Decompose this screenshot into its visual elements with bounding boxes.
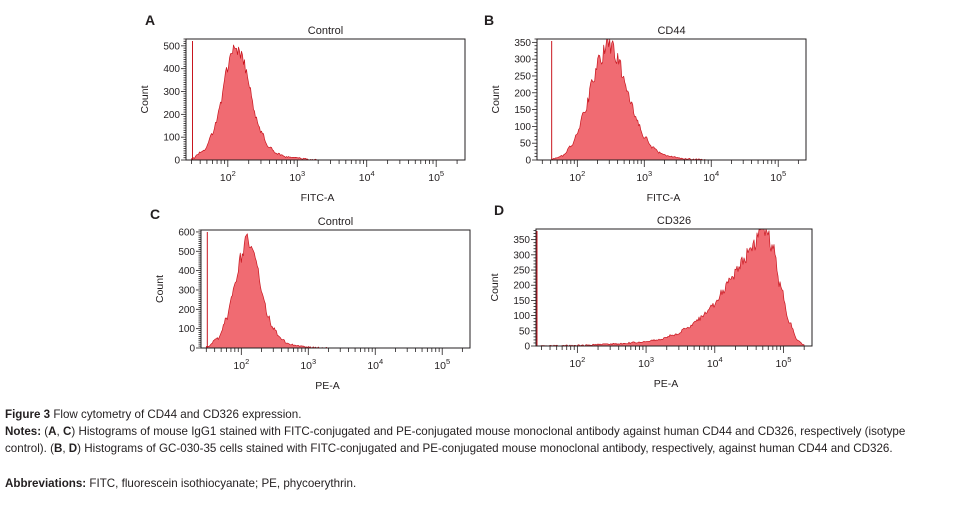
chart-title: CD44 bbox=[657, 25, 685, 37]
histogram-area bbox=[191, 44, 319, 161]
panel-letter: D bbox=[494, 202, 504, 218]
figure-title-text: Flow cytometry of CD44 and CD326 express… bbox=[50, 408, 302, 421]
y-axis-label: Count bbox=[490, 85, 502, 113]
y-axis-label: Count bbox=[139, 85, 151, 113]
y-tick-label: 300 bbox=[514, 55, 531, 66]
x-tick-label: 103 bbox=[638, 355, 654, 370]
y-tick-label: 100 bbox=[513, 311, 530, 322]
y-tick-label: 100 bbox=[163, 133, 180, 144]
x-tick-label: 105 bbox=[434, 357, 450, 372]
x-tick-label: 103 bbox=[636, 169, 652, 184]
y-tick-label: 350 bbox=[513, 235, 530, 246]
y-axis-label: Count bbox=[154, 275, 166, 303]
x-axis-label: PE-A bbox=[654, 378, 679, 390]
x-tick-label: 104 bbox=[359, 169, 375, 184]
chart-title: Control bbox=[318, 216, 353, 228]
x-tick-label: 104 bbox=[707, 355, 723, 370]
x-tick-label: 102 bbox=[220, 169, 236, 184]
histogram-area bbox=[550, 38, 712, 161]
x-tick-label: 103 bbox=[300, 357, 316, 372]
y-tick-label: 400 bbox=[178, 266, 195, 277]
abbreviations-label: Abbreviations: bbox=[5, 477, 87, 490]
y-tick-label: 600 bbox=[178, 227, 195, 238]
x-tick-label: 105 bbox=[770, 169, 786, 184]
panel-letter: B bbox=[484, 12, 494, 28]
y-tick-label: 0 bbox=[524, 342, 530, 353]
y-tick-label: 50 bbox=[519, 326, 531, 337]
notes-text: ) Histograms of mouse IgG1 stained with … bbox=[5, 425, 906, 455]
y-tick-label: 150 bbox=[514, 105, 531, 116]
y-tick-label: 0 bbox=[189, 344, 195, 355]
y-tick-label: 100 bbox=[514, 122, 531, 133]
x-axis-label: FITC-A bbox=[301, 192, 335, 204]
x-tick-label: 102 bbox=[569, 169, 585, 184]
histogram-area bbox=[535, 228, 805, 347]
y-tick-label: 250 bbox=[513, 266, 530, 277]
x-tick-label: 104 bbox=[703, 169, 719, 184]
y-tick-label: 0 bbox=[174, 156, 180, 167]
figure-label: Figure 3 bbox=[5, 408, 51, 421]
y-tick-label: 500 bbox=[163, 41, 180, 52]
y-tick-label: 100 bbox=[178, 324, 195, 335]
y-tick-label: 200 bbox=[513, 281, 530, 292]
y-tick-label: 300 bbox=[163, 87, 180, 98]
chart-title: Control bbox=[308, 25, 343, 37]
x-axis-label: FITC-A bbox=[647, 192, 681, 204]
notes-ref: B bbox=[53, 442, 63, 455]
histogram-panel-d: D CD326 0 50 100 150 200 250 300 350 102 103 104 105 P… bbox=[489, 202, 813, 390]
x-tick-label: 105 bbox=[776, 355, 792, 370]
abbreviations-text: FITC, fluorescein isothiocyanate; PE, ph… bbox=[86, 477, 357, 490]
figure-caption-abbreviations: Abbreviations: FITC, fluorescein isothio… bbox=[5, 475, 947, 492]
chart-title: CD326 bbox=[657, 215, 691, 227]
x-tick-label: 102 bbox=[569, 355, 585, 370]
y-tick-label: 200 bbox=[514, 88, 531, 99]
y-tick-label: 500 bbox=[178, 247, 195, 258]
y-tick-label: 300 bbox=[178, 285, 195, 296]
y-tick-label: 300 bbox=[513, 250, 530, 261]
x-tick-label: 103 bbox=[289, 169, 305, 184]
x-tick-label: 102 bbox=[233, 357, 249, 372]
histogram-panel-c: C Control 0 100 200 300 400 500 600 102 103 104 105 P… bbox=[150, 206, 471, 392]
plot-frame bbox=[535, 228, 813, 347]
x-tick-label: 104 bbox=[367, 357, 383, 372]
notes-ref: D bbox=[68, 442, 78, 455]
y-tick-label: 400 bbox=[163, 64, 180, 75]
panel-letter: A bbox=[145, 12, 155, 28]
plot-frame bbox=[185, 38, 466, 161]
notes-ref: A bbox=[48, 425, 57, 438]
histogram-panel-a: A Control 0 100 200 300 400 500 102 103 104 105 FITC… bbox=[139, 12, 466, 204]
x-axis-label: PE-A bbox=[315, 380, 340, 392]
y-tick-label: 50 bbox=[520, 139, 532, 150]
x-tick-label: 105 bbox=[428, 169, 444, 184]
y-tick-label: 0 bbox=[525, 156, 531, 167]
y-tick-label: 200 bbox=[163, 110, 180, 121]
figure-caption-notes: Notes: (A, C) Histograms of mouse IgG1 s… bbox=[5, 425, 906, 455]
y-tick-label: 350 bbox=[514, 38, 531, 49]
y-tick-label: 150 bbox=[513, 296, 530, 307]
y-tick-label: 200 bbox=[178, 305, 195, 316]
histogram-panel-b: B CD44 0 50 100 150 200 250 300 350 102 103 104 105 FI… bbox=[484, 12, 807, 204]
histogram-area bbox=[205, 233, 329, 349]
panel-letter: C bbox=[150, 206, 160, 222]
plot-frame bbox=[200, 229, 471, 349]
y-tick-label: 250 bbox=[514, 71, 531, 82]
y-axis-label: Count bbox=[489, 273, 501, 301]
figure-caption-title: Figure 3 Flow cytometry of CD44 and CD32… bbox=[5, 406, 947, 423]
notes-label: Notes: bbox=[5, 425, 42, 438]
notes-text: ) Histograms of GC-030-35 cells stained … bbox=[77, 442, 893, 455]
notes-ref: C bbox=[63, 425, 72, 438]
